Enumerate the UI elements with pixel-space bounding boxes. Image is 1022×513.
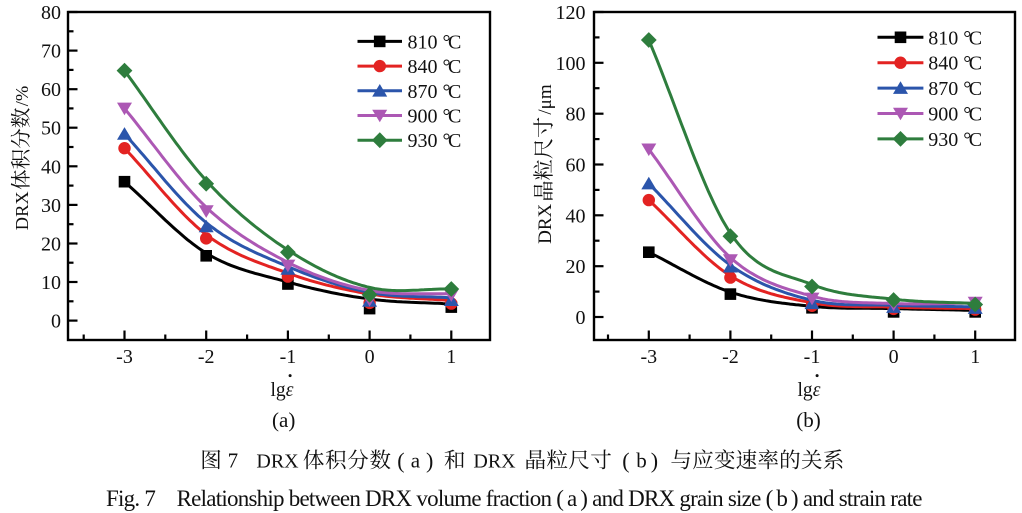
svg-text:lg: lg (798, 380, 813, 401)
svg-text:7: 7 (228, 449, 239, 473)
svg-text:810 °C: 810 °C (408, 31, 462, 53)
svg-text:-1: -1 (280, 346, 297, 368)
svg-text:50: 50 (41, 118, 61, 140)
svg-text:a: a (411, 449, 421, 473)
svg-text:60: 60 (566, 155, 586, 177)
svg-text:930 °C: 930 °C (408, 130, 462, 152)
svg-text:100: 100 (556, 53, 586, 75)
svg-text:10: 10 (41, 272, 61, 294)
svg-text:ε: ε (813, 380, 821, 401)
svg-text:870 °C: 870 °C (408, 81, 462, 103)
svg-text:20: 20 (566, 256, 586, 278)
svg-text:70: 70 (41, 41, 61, 63)
svg-text:(a): (a) (272, 408, 295, 432)
svg-text:1: 1 (446, 346, 456, 368)
svg-text:0: 0 (51, 311, 61, 333)
svg-text:40: 40 (566, 205, 586, 227)
svg-text:-3: -3 (640, 346, 657, 368)
svg-text:930 °C: 930 °C (928, 129, 982, 151)
svg-text:): ) (426, 448, 433, 473)
svg-text:20: 20 (41, 234, 61, 256)
svg-text:810 °C: 810 °C (928, 27, 982, 49)
svg-text:-2: -2 (722, 346, 739, 368)
svg-text:-1: -1 (804, 346, 821, 368)
svg-text:60: 60 (41, 79, 61, 101)
svg-text:0: 0 (365, 346, 375, 368)
svg-text:DRX: DRX (535, 204, 556, 244)
svg-text:0: 0 (889, 346, 899, 368)
svg-text:0: 0 (576, 307, 586, 329)
svg-text:/%: /% (12, 86, 32, 106)
svg-text:-3: -3 (116, 346, 133, 368)
svg-text:1: 1 (970, 346, 980, 368)
svg-text:840 °C: 840 °C (928, 53, 982, 75)
svg-text:lg: lg (271, 380, 286, 401)
svg-text:900 °C: 900 °C (408, 106, 462, 128)
svg-text:840 °C: 840 °C (408, 56, 462, 78)
svg-text:(: ( (622, 448, 629, 473)
svg-text:(b): (b) (796, 408, 821, 432)
svg-text:30: 30 (41, 195, 61, 217)
svg-text:-2: -2 (198, 346, 215, 368)
svg-text:(: ( (397, 448, 404, 473)
svg-text:b: b (636, 449, 647, 473)
svg-text:DRX: DRX (12, 191, 32, 230)
svg-text:80: 80 (41, 2, 61, 24)
svg-text:120: 120 (556, 2, 586, 24)
svg-text:Fig. 7 Relationship between D: Fig. 7 Relationship between DRX volume f… (106, 486, 923, 511)
svg-text:870 °C: 870 °C (928, 78, 982, 100)
svg-text:DRX: DRX (473, 451, 516, 473)
svg-text:ε: ε (286, 380, 294, 401)
svg-text:80: 80 (566, 104, 586, 126)
svg-text:): ) (651, 448, 658, 473)
svg-text:DRX: DRX (256, 451, 299, 473)
svg-text:/μm: /μm (535, 84, 556, 114)
svg-text:40: 40 (41, 156, 61, 178)
svg-text:900 °C: 900 °C (928, 104, 982, 126)
